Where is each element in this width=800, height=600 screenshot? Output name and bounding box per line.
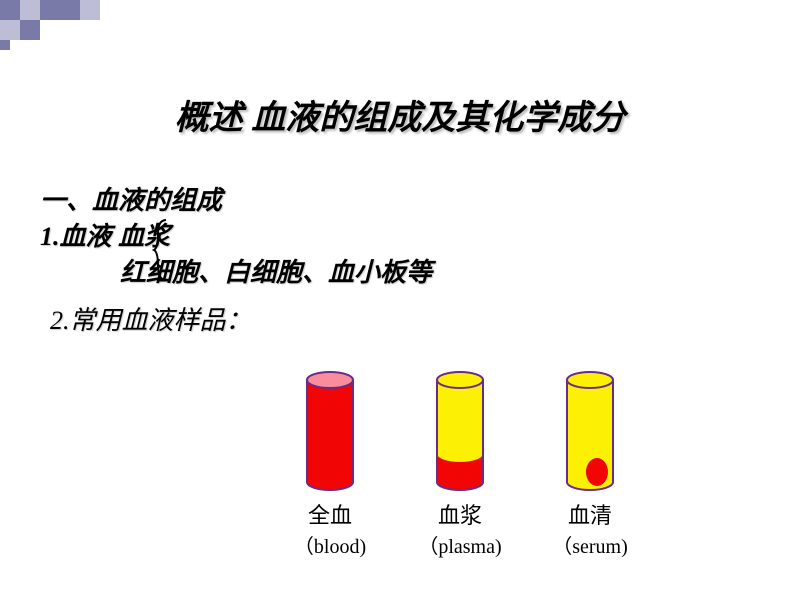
tube-label-en: （blood) <box>270 530 390 559</box>
tube-item: 全血（blood) <box>270 370 390 559</box>
tube-label-cn: 血浆 <box>400 498 520 530</box>
corner-decoration <box>0 0 140 50</box>
tube-label-cn: 血清 <box>530 498 650 530</box>
tube-item: 血清（serum) <box>530 370 650 559</box>
tube-item: 血浆（plasma) <box>400 370 520 559</box>
tube-label-en: （serum) <box>530 530 650 559</box>
tubes-diagram: 全血（blood)血浆（plasma)血清（serum) <box>270 370 670 580</box>
test-tube-icon <box>304 370 356 492</box>
item-2-samples: 2.常用血液样品： <box>50 300 252 337</box>
test-tube-icon <box>434 370 486 492</box>
test-tube-icon <box>564 370 616 492</box>
slide-title: 概述 血液的组成及其化学成分 <box>0 90 800 139</box>
item-1-blood-plasma: 1.血液 血浆 <box>40 216 170 253</box>
heading-section-one: 一、血液的组成 <box>40 180 222 217</box>
item-1-cells: 红细胞、白细胞、血小板等 <box>120 252 432 289</box>
tube-label-en: （plasma) <box>400 530 520 559</box>
tube-label-cn: 全血 <box>270 498 390 530</box>
